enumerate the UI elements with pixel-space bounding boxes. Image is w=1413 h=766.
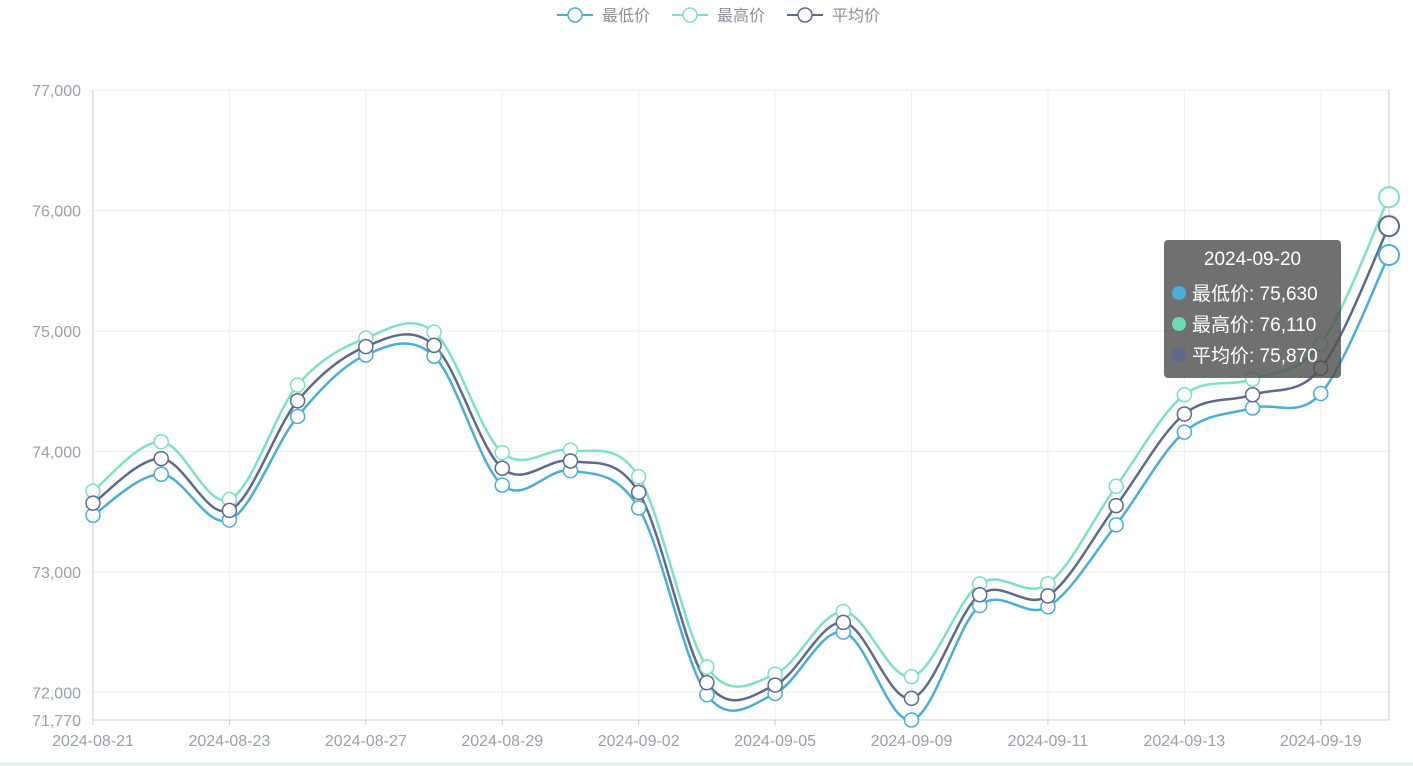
y-tick-label: 74,000 <box>32 444 81 461</box>
tooltip-dot-low <box>1172 285 1186 300</box>
legend-marker <box>797 7 813 23</box>
tooltip-label-high: 最高价: 76,110 <box>1192 315 1317 336</box>
data-point[interactable] <box>153 466 169 483</box>
chart-legend: 最低价 最高价 平均价 <box>557 7 880 25</box>
legend-label: 平均价 <box>832 7 880 25</box>
data-point[interactable] <box>630 500 647 516</box>
x-tick-label: 2024-09-02 <box>598 733 680 750</box>
data-point[interactable] <box>1176 406 1193 422</box>
tooltip-row-high: 最高价: 76,110 <box>1172 308 1333 339</box>
data-point[interactable] <box>971 586 988 603</box>
data-point[interactable] <box>426 324 442 340</box>
data-point[interactable] <box>903 690 920 707</box>
data-point[interactable] <box>1313 385 1329 402</box>
legend-marker <box>567 7 583 23</box>
data-point[interactable] <box>1108 517 1124 533</box>
data-point[interactable] <box>835 614 852 631</box>
y-tick-label: 73,000 <box>32 565 81 582</box>
data-point[interactable] <box>562 453 579 469</box>
tooltip-label-low: 最低价: 75,630 <box>1192 284 1318 305</box>
y-tick-label: 72,000 <box>32 685 81 702</box>
tooltip-dot-high <box>1172 316 1186 331</box>
data-point[interactable] <box>1108 478 1124 495</box>
data-point[interactable] <box>153 433 169 450</box>
data-point[interactable] <box>289 408 306 425</box>
data-point[interactable] <box>1040 588 1056 604</box>
series-line <box>92 225 1391 702</box>
data-point[interactable] <box>358 338 374 355</box>
series-line <box>92 196 1391 688</box>
data-point[interactable] <box>767 677 783 693</box>
data-point[interactable] <box>699 674 715 691</box>
data-point[interactable] <box>630 484 647 501</box>
data-point[interactable] <box>1378 215 1400 238</box>
x-tick-label: 2024-09-19 <box>1280 733 1362 750</box>
data-point[interactable] <box>494 444 511 461</box>
tooltip-dot-avg <box>1172 347 1186 362</box>
data-point[interactable] <box>289 377 306 393</box>
tooltip-title: 2024-09-20 <box>1203 249 1302 270</box>
x-tick-label: 2024-09-09 <box>871 733 953 750</box>
chart-grid <box>92 89 1389 721</box>
data-point[interactable] <box>1378 186 1400 209</box>
y-tick-label: 71,770 <box>32 713 81 730</box>
x-tick-label: 2024-09-13 <box>1143 733 1225 750</box>
x-tick-label: 2024-09-05 <box>734 733 816 750</box>
data-point[interactable] <box>153 450 169 467</box>
data-point[interactable] <box>1176 387 1193 403</box>
data-point[interactable] <box>630 468 647 485</box>
data-point[interactable] <box>1108 497 1124 514</box>
data-point[interactable] <box>494 460 511 476</box>
legend-label: 最低价 <box>602 7 650 25</box>
tooltip-row-avg: 平均价: 75,870 <box>1172 339 1333 370</box>
data-point[interactable] <box>1176 424 1193 440</box>
data-point[interactable] <box>85 495 101 511</box>
legend-label: 最高价 <box>717 7 765 25</box>
legend-item[interactable]: 最低价 <box>557 7 650 25</box>
legend-item[interactable]: 最高价 <box>672 7 765 25</box>
data-point[interactable] <box>1244 387 1261 403</box>
x-tick-label: 2024-09-11 <box>1008 733 1089 750</box>
legend-item[interactable]: 平均价 <box>787 7 880 25</box>
bottom-scroll-track <box>0 762 1413 766</box>
data-point[interactable] <box>1378 244 1400 267</box>
data-point[interactable] <box>903 668 920 685</box>
y-tick-label: 75,000 <box>32 324 81 341</box>
y-tick-label: 77,000 <box>32 83 81 100</box>
data-point[interactable] <box>494 477 511 493</box>
x-tick-label: 2024-08-27 <box>325 733 407 750</box>
data-point[interactable] <box>699 659 715 675</box>
x-tick-label: 2024-08-23 <box>188 733 270 750</box>
data-point[interactable] <box>426 337 442 354</box>
data-point[interactable] <box>221 502 238 519</box>
tooltip-label-avg: 平均价: 75,870 <box>1192 346 1318 367</box>
chart-tooltip: 2024-09-20 最低价: 75,630 最高价: 76,110 平均价: … <box>1164 240 1341 378</box>
chart-axes: 71,770 72,000 73,000 74,000 75,000 76,000 77,0… <box>32 83 1390 750</box>
x-tick-label: 2024-08-29 <box>461 733 543 750</box>
data-point[interactable] <box>903 712 920 728</box>
y-tick-label: 76,000 <box>32 203 81 220</box>
series-line <box>92 254 1391 722</box>
x-tick-label: 2024-08-21 <box>52 733 134 750</box>
legend-marker <box>682 7 698 23</box>
data-point[interactable] <box>289 393 306 409</box>
tooltip-row-low: 最低价: 75,630 <box>1172 277 1333 308</box>
data-point[interactable] <box>1244 400 1261 416</box>
